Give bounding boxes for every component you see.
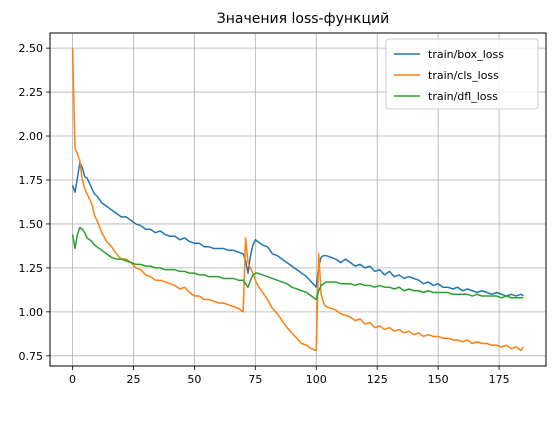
- x-tick-label: 50: [187, 373, 201, 386]
- x-tick-label: 100: [306, 373, 327, 386]
- x-tick-label: 175: [489, 373, 510, 386]
- legend: train/box_loss train/cls_loss train/dfl_lo…: [385, 38, 539, 110]
- series-line-train-box-loss: [71, 161, 524, 297]
- plot-area-frame: [49, 32, 547, 367]
- legend-label: train/box_loss: [428, 48, 504, 61]
- y-tick-label: 2.25: [19, 86, 44, 99]
- x-tick-label: 150: [428, 373, 449, 386]
- y-tick-label: 1.50: [19, 218, 44, 231]
- y-tick-label: 1.25: [19, 262, 44, 275]
- x-tick-label: 125: [367, 373, 388, 386]
- legend-label: train/dfl_loss: [428, 90, 498, 103]
- y-tick-label: 1.00: [19, 306, 44, 319]
- x-tick-label: 75: [248, 373, 262, 386]
- series-lines: [71, 48, 525, 352]
- axis-ticks: 0 25 50 75 100 125 150 175 0.75 1.00 1.25 1.50 1.75 2…: [19, 42, 510, 386]
- series-line-train-dfl-loss: [71, 226, 524, 301]
- y-tick-label: 2.50: [19, 42, 44, 55]
- y-tick-label: 2.00: [19, 130, 44, 143]
- legend-box: [385, 38, 539, 110]
- y-tick-label: 1.75: [19, 174, 44, 187]
- x-tick-label: 25: [126, 373, 140, 386]
- y-tick-label: 0.75: [19, 350, 44, 363]
- legend-label: train/cls_loss: [428, 69, 499, 82]
- chart-title: Значения loss-функций: [217, 11, 389, 27]
- x-tick-label: 0: [69, 373, 76, 386]
